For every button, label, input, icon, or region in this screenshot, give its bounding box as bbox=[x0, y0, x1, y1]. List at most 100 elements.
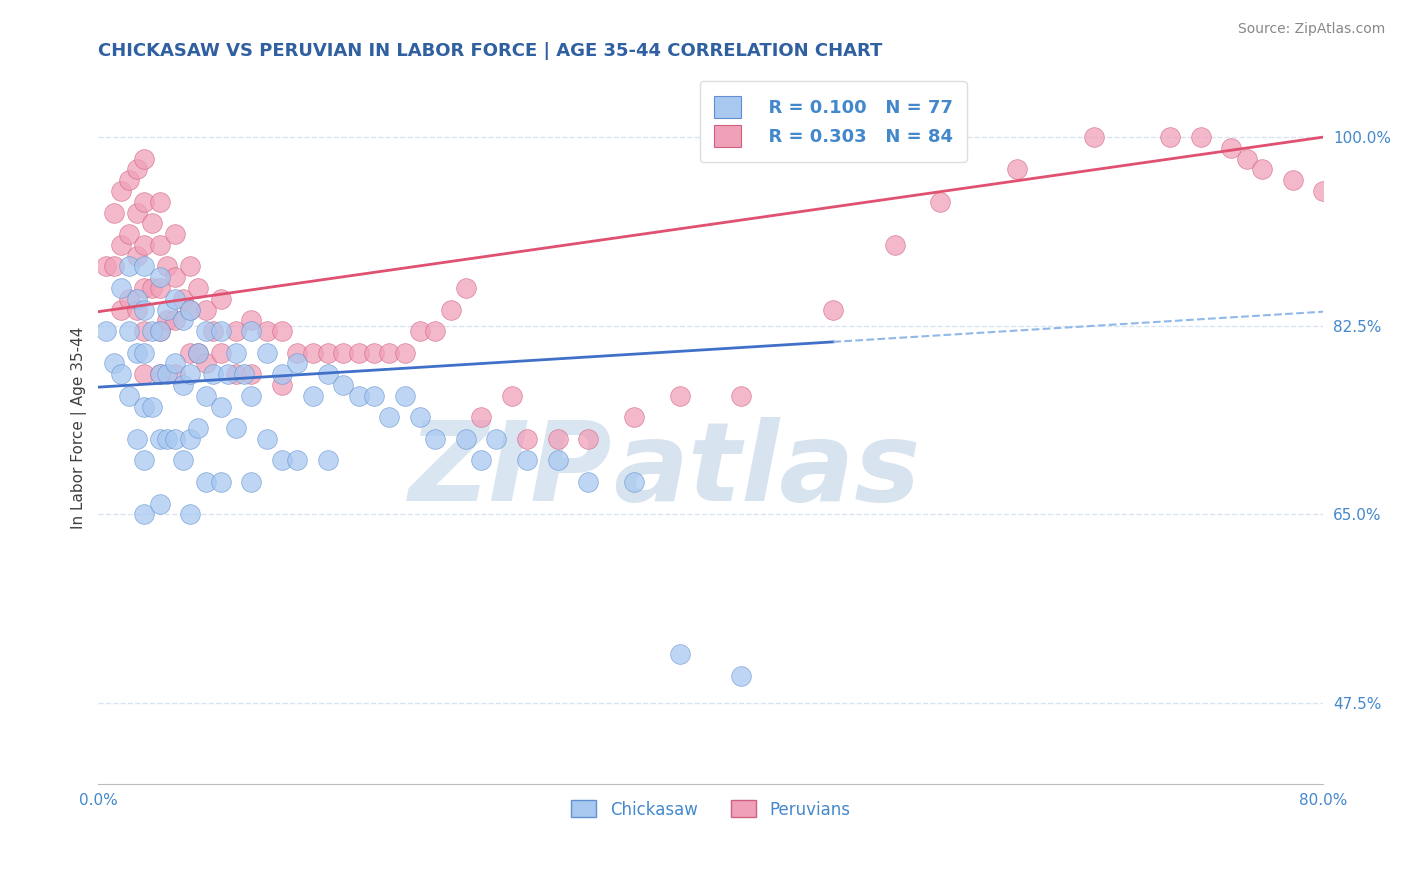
Point bbox=[194, 324, 217, 338]
Point bbox=[149, 496, 172, 510]
Point bbox=[202, 367, 225, 381]
Point bbox=[823, 302, 845, 317]
Point bbox=[156, 260, 179, 274]
Point bbox=[623, 475, 645, 489]
Point bbox=[156, 367, 179, 381]
Point bbox=[240, 367, 263, 381]
Point bbox=[547, 432, 569, 446]
Point bbox=[485, 432, 508, 446]
Point bbox=[225, 324, 247, 338]
Point bbox=[134, 238, 156, 252]
Point bbox=[179, 432, 201, 446]
Point bbox=[110, 184, 132, 198]
Point bbox=[163, 313, 186, 327]
Point bbox=[194, 475, 217, 489]
Point bbox=[134, 508, 156, 522]
Point bbox=[209, 324, 232, 338]
Point bbox=[225, 367, 247, 381]
Point bbox=[730, 389, 752, 403]
Point bbox=[125, 302, 148, 317]
Point bbox=[516, 432, 538, 446]
Point bbox=[232, 367, 254, 381]
Point bbox=[110, 367, 132, 381]
Point bbox=[156, 313, 179, 327]
Point bbox=[209, 475, 232, 489]
Point bbox=[209, 400, 232, 414]
Point bbox=[547, 453, 569, 467]
Point bbox=[1251, 162, 1274, 177]
Point bbox=[730, 669, 752, 683]
Point bbox=[287, 453, 309, 467]
Point bbox=[172, 378, 194, 392]
Point bbox=[218, 367, 240, 381]
Text: atlas: atlas bbox=[613, 417, 920, 524]
Point bbox=[134, 400, 156, 414]
Point bbox=[141, 400, 163, 414]
Point bbox=[134, 260, 156, 274]
Point bbox=[125, 292, 148, 306]
Point bbox=[187, 345, 209, 359]
Point bbox=[179, 302, 201, 317]
Point bbox=[425, 324, 447, 338]
Point bbox=[149, 367, 172, 381]
Point bbox=[669, 648, 692, 662]
Point bbox=[163, 292, 186, 306]
Point bbox=[316, 345, 339, 359]
Point bbox=[1312, 184, 1334, 198]
Point bbox=[134, 152, 156, 166]
Point bbox=[179, 367, 201, 381]
Point bbox=[141, 216, 163, 230]
Point bbox=[394, 345, 416, 359]
Point bbox=[1220, 141, 1243, 155]
Point bbox=[332, 378, 354, 392]
Point bbox=[172, 292, 194, 306]
Point bbox=[316, 367, 339, 381]
Point bbox=[378, 410, 401, 425]
Point bbox=[134, 345, 156, 359]
Point bbox=[225, 345, 247, 359]
Point bbox=[225, 421, 247, 435]
Point bbox=[347, 389, 370, 403]
Point bbox=[378, 345, 401, 359]
Point bbox=[1343, 194, 1365, 209]
Point bbox=[118, 324, 141, 338]
Point bbox=[163, 356, 186, 370]
Point bbox=[163, 227, 186, 241]
Legend: Chickasaw, Peruvians: Chickasaw, Peruvians bbox=[565, 794, 856, 825]
Point bbox=[301, 389, 323, 403]
Point bbox=[187, 345, 209, 359]
Point bbox=[271, 324, 294, 338]
Point bbox=[172, 453, 194, 467]
Text: Source: ZipAtlas.com: Source: ZipAtlas.com bbox=[1237, 22, 1385, 37]
Point bbox=[134, 324, 156, 338]
Point bbox=[125, 162, 148, 177]
Point bbox=[156, 432, 179, 446]
Point bbox=[202, 324, 225, 338]
Point bbox=[287, 356, 309, 370]
Point bbox=[163, 367, 186, 381]
Point bbox=[149, 238, 172, 252]
Point bbox=[240, 389, 263, 403]
Point bbox=[271, 453, 294, 467]
Point bbox=[240, 324, 263, 338]
Point bbox=[929, 194, 952, 209]
Point bbox=[125, 345, 148, 359]
Point bbox=[134, 194, 156, 209]
Point bbox=[149, 270, 172, 285]
Point bbox=[149, 367, 172, 381]
Point bbox=[194, 389, 217, 403]
Point bbox=[363, 389, 385, 403]
Point bbox=[141, 281, 163, 295]
Point bbox=[409, 410, 432, 425]
Point bbox=[134, 281, 156, 295]
Point bbox=[883, 238, 905, 252]
Point bbox=[209, 345, 232, 359]
Point bbox=[118, 227, 141, 241]
Point bbox=[149, 432, 172, 446]
Point bbox=[163, 432, 186, 446]
Point bbox=[576, 432, 599, 446]
Point bbox=[163, 270, 186, 285]
Point bbox=[454, 281, 477, 295]
Point bbox=[1281, 173, 1303, 187]
Y-axis label: In Labor Force | Age 35-44: In Labor Force | Age 35-44 bbox=[72, 326, 87, 529]
